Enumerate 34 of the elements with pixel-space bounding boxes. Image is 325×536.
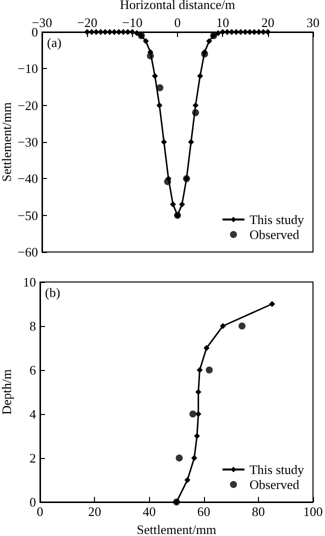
y-tick-label: −50: [18, 208, 38, 223]
y-tick-label: −60: [18, 244, 38, 260]
y-tick-label: −40: [18, 171, 38, 186]
y-tick-label: 2: [30, 450, 36, 466]
x-axis-title: Horizontal distance/m: [120, 0, 236, 12]
legend-label: Observed: [249, 477, 300, 492]
legend-label: This study: [249, 462, 304, 477]
y-tick-label: 4: [30, 406, 36, 422]
x-tick-label: 30: [306, 15, 320, 30]
y-tick-label: −10: [18, 61, 38, 76]
x-tick-label: 10: [216, 15, 230, 30]
x-tick-label: 20: [88, 504, 102, 519]
y-tick-label: 6: [30, 362, 36, 378]
x-tick-label: 0: [174, 15, 181, 30]
y-tick-label: −20: [18, 98, 38, 113]
y-tick-label: −30: [18, 134, 38, 150]
y-tick-label: 0: [32, 24, 38, 40]
x-axis-title: Settlement/mm: [136, 522, 216, 536]
y-tick-label: 8: [30, 318, 36, 334]
x-tick-label: −20: [76, 15, 98, 30]
annotation: (b): [45, 285, 60, 300]
x-tick-label: 100: [303, 504, 323, 519]
x-tick-label: −10: [122, 15, 143, 30]
legend-label: This study: [249, 212, 304, 227]
x-tick-label: 80: [252, 504, 265, 519]
x-tick-label: 20: [261, 15, 274, 30]
x-tick-label: 40: [142, 504, 156, 519]
y-tick-label: 0: [30, 494, 36, 510]
y-axis-title: Depth/m: [0, 369, 14, 415]
x-tick-label: 60: [197, 504, 210, 519]
legend-label: Observed: [249, 227, 300, 242]
y-axis-title: Settlement/mm: [0, 102, 14, 182]
annotation: (a): [47, 35, 62, 50]
y-tick-label: 10: [23, 274, 36, 290]
